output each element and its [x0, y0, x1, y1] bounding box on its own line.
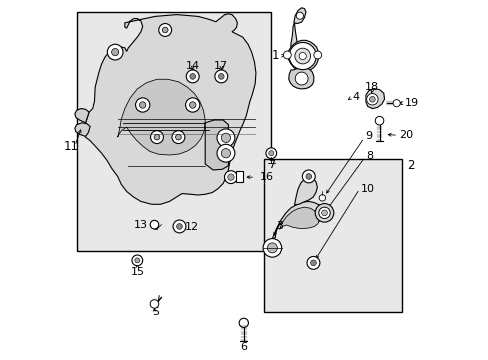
Text: 11: 11: [63, 140, 79, 153]
Circle shape: [135, 98, 149, 112]
Bar: [264, 158, 401, 312]
Text: 12: 12: [184, 222, 198, 232]
Polygon shape: [85, 14, 255, 204]
Circle shape: [302, 170, 315, 183]
Circle shape: [294, 48, 310, 64]
Polygon shape: [118, 79, 205, 155]
Polygon shape: [272, 202, 324, 239]
Circle shape: [306, 256, 319, 269]
Circle shape: [135, 258, 140, 263]
Circle shape: [239, 318, 248, 328]
Text: 6: 6: [240, 342, 246, 352]
Polygon shape: [293, 8, 305, 23]
Circle shape: [369, 96, 374, 102]
Text: 20: 20: [399, 130, 413, 140]
Text: 14: 14: [185, 62, 200, 71]
Circle shape: [189, 102, 196, 108]
Circle shape: [265, 148, 276, 158]
Circle shape: [267, 243, 277, 253]
Circle shape: [221, 149, 230, 158]
Text: 3: 3: [275, 221, 283, 231]
Text: 4: 4: [352, 92, 359, 102]
Circle shape: [288, 42, 316, 69]
Circle shape: [310, 260, 316, 266]
Polygon shape: [294, 177, 317, 205]
Circle shape: [392, 100, 400, 107]
Circle shape: [172, 131, 184, 144]
Circle shape: [150, 300, 159, 308]
Circle shape: [315, 203, 333, 222]
Circle shape: [189, 73, 195, 79]
Circle shape: [321, 210, 326, 216]
Circle shape: [283, 51, 291, 59]
Circle shape: [366, 94, 377, 105]
Circle shape: [217, 129, 234, 147]
Polygon shape: [75, 123, 90, 136]
Circle shape: [313, 51, 321, 59]
Circle shape: [176, 224, 182, 229]
Polygon shape: [288, 68, 313, 89]
Circle shape: [296, 12, 303, 19]
Text: 17: 17: [214, 62, 228, 71]
Circle shape: [268, 151, 273, 156]
Circle shape: [186, 70, 199, 83]
Text: 9: 9: [365, 131, 371, 141]
Circle shape: [175, 134, 181, 140]
Text: 5: 5: [151, 307, 159, 317]
Circle shape: [159, 23, 171, 36]
Text: 16: 16: [259, 172, 273, 182]
Circle shape: [221, 133, 230, 143]
Circle shape: [139, 102, 145, 108]
Text: 18: 18: [365, 82, 379, 92]
Circle shape: [319, 195, 325, 201]
Circle shape: [224, 171, 237, 184]
Circle shape: [214, 70, 227, 83]
Text: 15: 15: [130, 267, 144, 277]
Circle shape: [318, 207, 329, 219]
Text: 10: 10: [360, 184, 374, 194]
Circle shape: [154, 134, 160, 140]
Circle shape: [374, 116, 383, 125]
Polygon shape: [290, 23, 298, 53]
Polygon shape: [287, 40, 318, 71]
Circle shape: [305, 174, 311, 179]
Circle shape: [173, 220, 185, 233]
Text: 8: 8: [366, 151, 373, 161]
Circle shape: [162, 27, 168, 33]
Text: 1: 1: [271, 49, 279, 62]
Circle shape: [107, 44, 123, 60]
Circle shape: [218, 73, 224, 79]
Circle shape: [150, 131, 163, 144]
Bar: [235, 171, 242, 182]
Text: 13: 13: [133, 220, 147, 230]
Circle shape: [295, 72, 307, 85]
Bar: [77, 12, 271, 251]
Circle shape: [263, 239, 281, 257]
Circle shape: [132, 255, 142, 266]
Circle shape: [227, 174, 234, 180]
Polygon shape: [75, 109, 89, 123]
Polygon shape: [365, 89, 384, 109]
Text: 7: 7: [267, 160, 274, 170]
Circle shape: [299, 53, 305, 60]
Text: 19: 19: [404, 98, 418, 108]
Circle shape: [150, 220, 159, 229]
Polygon shape: [205, 120, 228, 170]
Circle shape: [185, 98, 200, 112]
Text: 2: 2: [406, 159, 414, 172]
Polygon shape: [279, 207, 319, 229]
Circle shape: [217, 144, 234, 162]
Circle shape: [111, 49, 119, 56]
